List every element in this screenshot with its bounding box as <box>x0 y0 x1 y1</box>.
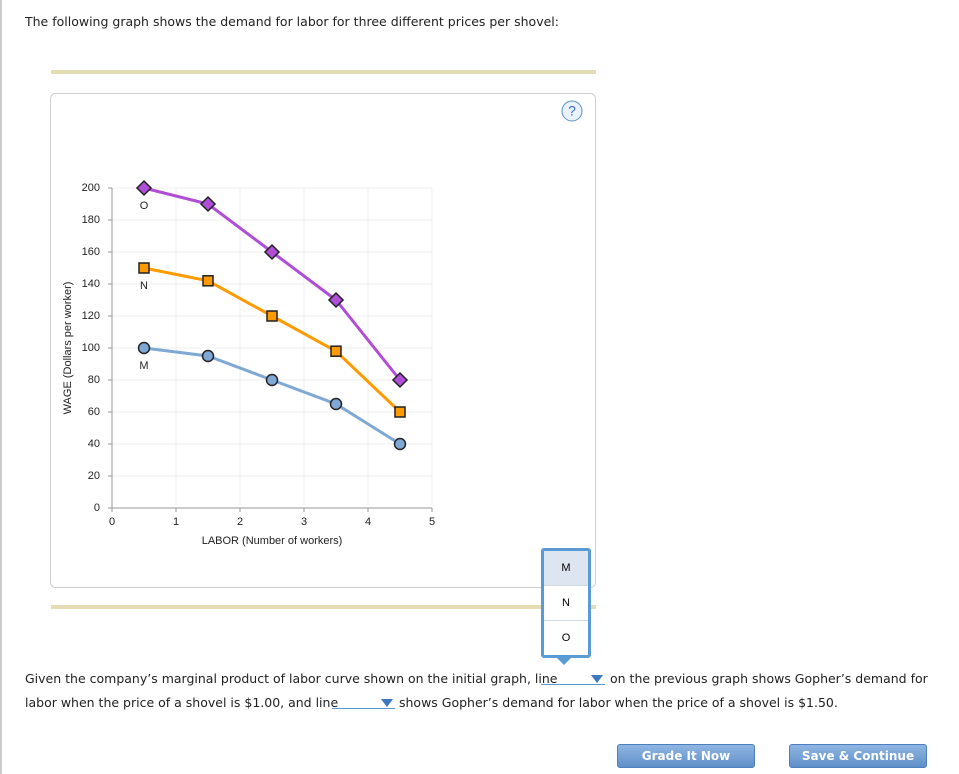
x-tick-label: 5 <box>429 516 435 528</box>
diamond-marker <box>263 243 281 261</box>
y-tick-label: 100 <box>82 342 100 354</box>
series-label: O <box>140 200 149 212</box>
x-axis-label: LABOR (Number of workers) <box>202 535 343 547</box>
y-tick-label: 140 <box>82 278 100 290</box>
help-icon-text[interactable]: ? <box>568 103 576 119</box>
question-text: on the previous graph shows Gopher’s dem… <box>610 671 928 686</box>
y-tick-label: 120 <box>82 310 100 322</box>
y-tick-label: 180 <box>82 214 100 226</box>
dropdown-pointer <box>556 657 572 665</box>
question-text: shows Gopher’s demand for labor when the… <box>399 695 838 710</box>
dropdown-option[interactable]: N <box>544 586 588 621</box>
save-continue-button[interactable]: Save & Continue <box>789 744 927 768</box>
grade-button[interactable]: Grade It Now <box>617 744 755 768</box>
circle-marker <box>137 341 151 355</box>
question-text: labor when the price of a shovel is $1.0… <box>25 695 339 710</box>
dropdown-option[interactable]: M <box>544 551 588 586</box>
square-marker <box>330 345 342 357</box>
y-axis-label: WAGE (Dollars per worker) <box>62 282 74 415</box>
circle-marker <box>329 397 343 411</box>
y-tick-label: 200 <box>82 182 100 194</box>
series-label: M <box>139 360 148 372</box>
x-tick-label: 0 <box>109 516 115 528</box>
answer-blank[interactable] <box>332 694 395 709</box>
left-border <box>0 0 2 774</box>
dropdown-option[interactable]: O <box>561 632 571 644</box>
square-marker <box>138 262 150 274</box>
divider <box>51 605 596 609</box>
divider <box>51 70 596 74</box>
x-tick-label: 3 <box>301 516 307 528</box>
answer-blank[interactable] <box>541 670 605 685</box>
chart-panel <box>50 93 596 588</box>
circle-marker <box>201 349 215 363</box>
y-tick-label: 0 <box>94 502 100 514</box>
diamond-marker <box>135 179 153 197</box>
y-tick-label: 160 <box>82 246 100 258</box>
circle-marker <box>393 437 407 451</box>
series-label: N <box>140 280 148 292</box>
y-tick-label: 80 <box>88 374 100 386</box>
square-marker <box>202 275 214 287</box>
question-text: Given the company’s marginal product of … <box>25 671 558 686</box>
x-tick-label: 4 <box>365 516 371 528</box>
square-marker <box>394 406 406 418</box>
diamond-marker <box>391 371 409 389</box>
intro-text: The following graph shows the demand for… <box>25 14 559 29</box>
diamond-marker <box>199 195 217 213</box>
square-marker <box>266 310 278 322</box>
help-icon[interactable] <box>561 100 583 122</box>
circle-marker <box>265 373 279 387</box>
y-tick-label: 40 <box>88 438 100 450</box>
x-tick-label: 1 <box>173 516 179 528</box>
y-tick-label: 60 <box>88 406 100 418</box>
diamond-marker <box>327 291 345 309</box>
x-tick-label: 2 <box>237 516 243 528</box>
y-tick-label: 20 <box>88 470 100 482</box>
